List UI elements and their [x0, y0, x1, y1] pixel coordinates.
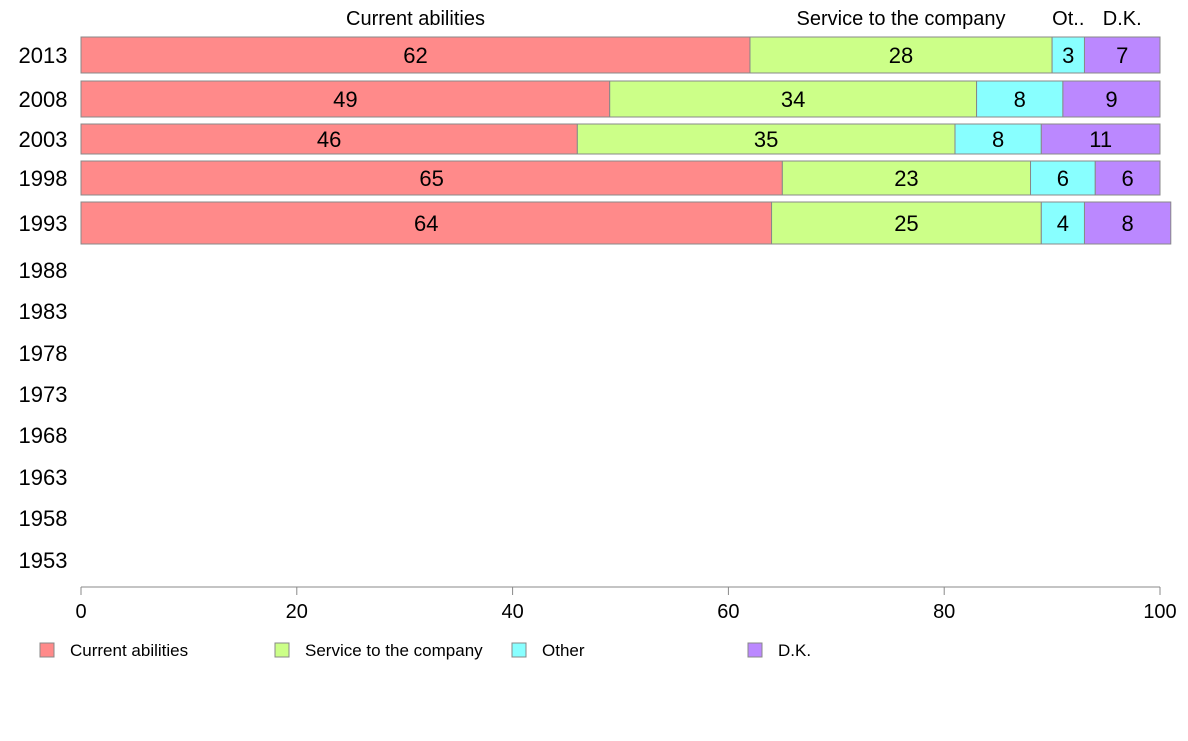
bar-segment	[1040, 201, 1085, 245]
bar-segment	[80, 36, 751, 74]
header-label: Service to the company	[797, 8, 1006, 30]
bar-segment	[976, 80, 1064, 118]
bar-segment	[1040, 123, 1161, 155]
category-label: 2008	[19, 87, 68, 112]
legend-swatch	[39, 642, 55, 658]
data-label: 9	[1105, 87, 1117, 112]
bar-segment	[1062, 80, 1161, 118]
x-tick-label: 60	[717, 601, 739, 623]
legend-swatch	[747, 642, 763, 658]
x-tick-label: 100	[1143, 601, 1176, 623]
data-label: 3	[1062, 43, 1074, 68]
bar-segment	[80, 123, 578, 155]
bar-segment	[80, 80, 611, 118]
data-label: 62	[403, 43, 427, 68]
bar-segment	[80, 160, 783, 196]
data-label: 23	[894, 166, 918, 191]
category-label: 2003	[19, 127, 68, 152]
bar-segment	[781, 160, 1032, 196]
data-label: 4	[1057, 211, 1069, 236]
data-label: 6	[1057, 166, 1069, 191]
legend-label: Current abilities	[70, 641, 188, 660]
header-label: Ot..	[1052, 8, 1084, 30]
category-label: 1993	[19, 211, 68, 236]
category-label: 1973	[19, 382, 68, 407]
data-label: 6	[1122, 166, 1134, 191]
legend-label: D.K.	[778, 641, 811, 660]
bar-segment	[1094, 160, 1161, 196]
data-label: 35	[754, 127, 778, 152]
data-label: 8	[1122, 211, 1134, 236]
data-label: 25	[894, 211, 918, 236]
data-label: 46	[317, 127, 341, 152]
category-label: 1953	[19, 548, 68, 573]
legend-label: Other	[542, 641, 585, 660]
data-label: 49	[333, 87, 357, 112]
data-label: 8	[992, 127, 1004, 152]
bar-segment	[576, 123, 956, 155]
bar-segment	[1051, 36, 1085, 74]
legend-swatch	[511, 642, 527, 658]
category-label: 1978	[19, 341, 68, 366]
bar-segment	[749, 36, 1053, 74]
category-label: 1968	[19, 423, 68, 448]
data-label: 65	[419, 166, 443, 191]
data-label: 34	[781, 87, 805, 112]
category-label: 2013	[19, 43, 68, 68]
x-tick-label: 0	[75, 601, 86, 623]
x-tick-label: 20	[286, 601, 308, 623]
bar-segment	[771, 201, 1042, 245]
category-label: 1998	[19, 166, 68, 191]
data-label: 11	[1089, 127, 1112, 152]
data-label: 28	[889, 43, 913, 68]
header-label: Current abilities	[346, 8, 485, 30]
x-tick-label: 40	[501, 601, 523, 623]
x-tick-label: 80	[933, 601, 955, 623]
category-label: 1983	[19, 299, 68, 324]
category-label: 1958	[19, 506, 68, 531]
legend-label: Service to the company	[305, 641, 483, 660]
bar-segment	[1083, 36, 1161, 74]
data-label: 7	[1116, 43, 1128, 68]
data-label: 64	[414, 211, 438, 236]
bar-segment	[80, 201, 773, 245]
category-label: 1988	[19, 258, 68, 283]
header-label: D.K.	[1103, 8, 1142, 30]
bar-segment	[609, 80, 978, 118]
bar-segment	[1083, 201, 1172, 245]
legend-swatch	[274, 642, 290, 658]
data-label: 8	[1014, 87, 1026, 112]
category-label: 1963	[19, 465, 68, 490]
